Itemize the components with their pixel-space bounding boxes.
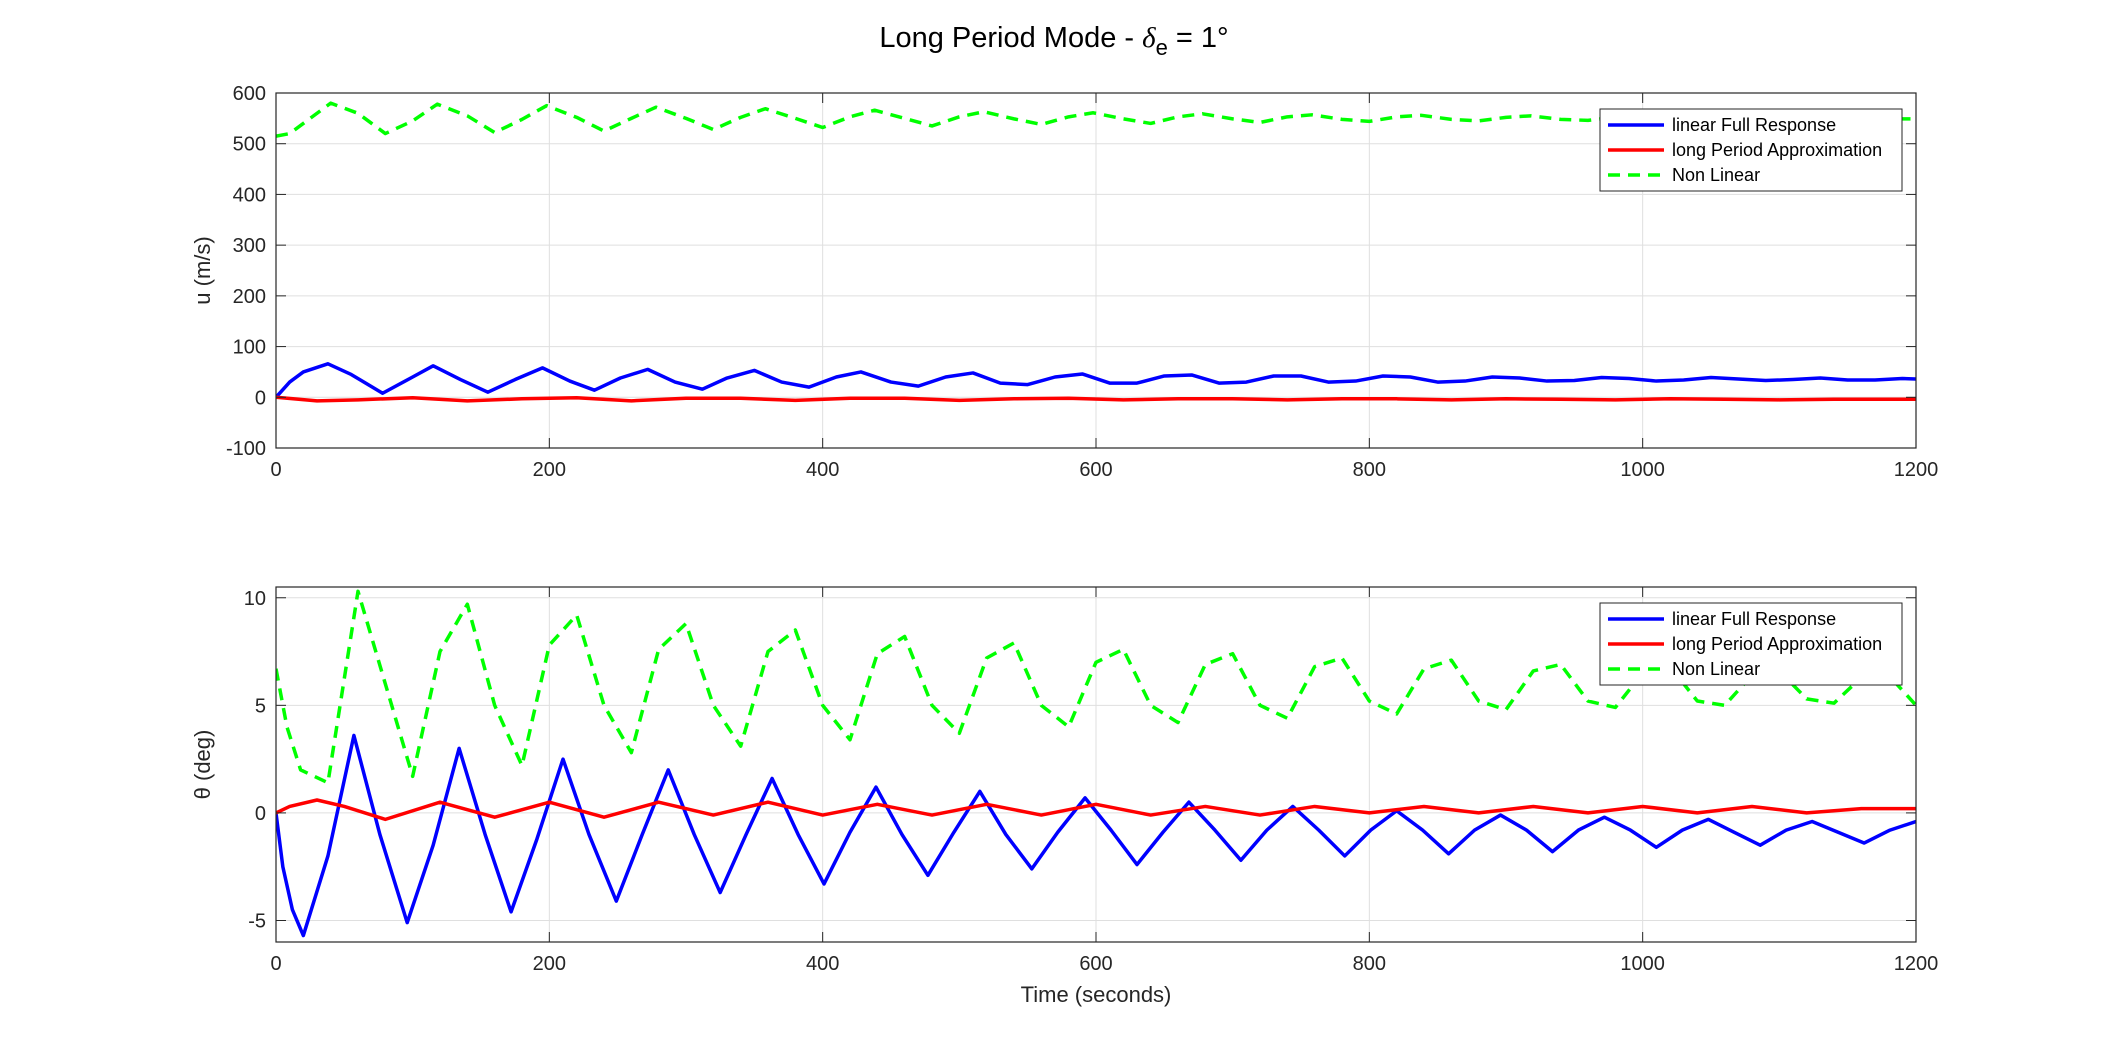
x-tick-label: 1000: [1620, 459, 1665, 481]
y-tick-label: 5: [255, 695, 266, 717]
legend-entry: linear Full Response: [1672, 115, 1836, 135]
x-tick-label: 1200: [1894, 459, 1939, 481]
x-tick-label: 0: [270, 953, 281, 975]
y-tick-label: 600: [233, 83, 266, 105]
legend: linear Full Response long Period Approxim…: [1599, 602, 1903, 686]
x-axis-label: Time (seconds): [1021, 982, 1172, 1007]
y-tick-label: 300: [233, 235, 266, 257]
x-tick-label: 800: [1353, 953, 1386, 975]
series-line-0: [276, 733, 1916, 938]
y-tick-label: -5: [248, 910, 266, 932]
legend-entry: long Period Approximation: [1672, 140, 1882, 160]
x-tick-label: 1200: [1894, 953, 1939, 975]
series-line-1: [276, 395, 1916, 403]
x-tick-label: 200: [533, 459, 566, 481]
y-tick-label: 0: [255, 803, 266, 825]
series-line-1: [276, 798, 1916, 822]
x-tick-label: 600: [1079, 953, 1112, 975]
x-tick-label: 800: [1353, 459, 1386, 481]
legend-entry: long Period Approximation: [1672, 634, 1882, 654]
y-axis-label: θ (deg): [190, 730, 215, 800]
y-tick-label: 200: [233, 286, 266, 308]
y-tick-label: 400: [233, 184, 266, 206]
legend-entry: linear Full Response: [1672, 609, 1836, 629]
title-symbol: δ: [1142, 22, 1156, 54]
legend-entry: Non Linear: [1672, 659, 1760, 679]
y-tick-label: -100: [226, 438, 266, 460]
series-group: [276, 101, 1916, 403]
title-main: Long Period Mode -: [879, 22, 1142, 54]
title-tail: = 1°: [1168, 22, 1229, 54]
series-line-0: [276, 362, 1916, 400]
y-axis-label: u (m/s): [190, 236, 215, 304]
legend-entry: Non Linear: [1672, 165, 1760, 185]
x-tick-label: 0: [270, 459, 281, 481]
y-tick-label: 500: [233, 134, 266, 156]
series-line-2: [276, 101, 1916, 138]
y-tick-label: 10: [244, 588, 266, 610]
x-tick-label: 1000: [1620, 953, 1665, 975]
x-tick-label: 400: [806, 459, 839, 481]
legend: linear Full Response long Period Approxim…: [1599, 108, 1903, 192]
y-tick-label: 100: [233, 337, 266, 359]
x-tick-label: 400: [806, 953, 839, 975]
x-tick-label: 200: [533, 953, 566, 975]
title-subscript: e: [1156, 35, 1168, 60]
panel-u-velocity: 0 200 400 600 800 1000 1200-100010020030040050…: [190, 83, 1938, 481]
x-tick-label: 600: [1079, 459, 1112, 481]
y-tick-label: 0: [255, 387, 266, 409]
figure-title: Long Period Mode - δe = 1°: [879, 22, 1228, 60]
